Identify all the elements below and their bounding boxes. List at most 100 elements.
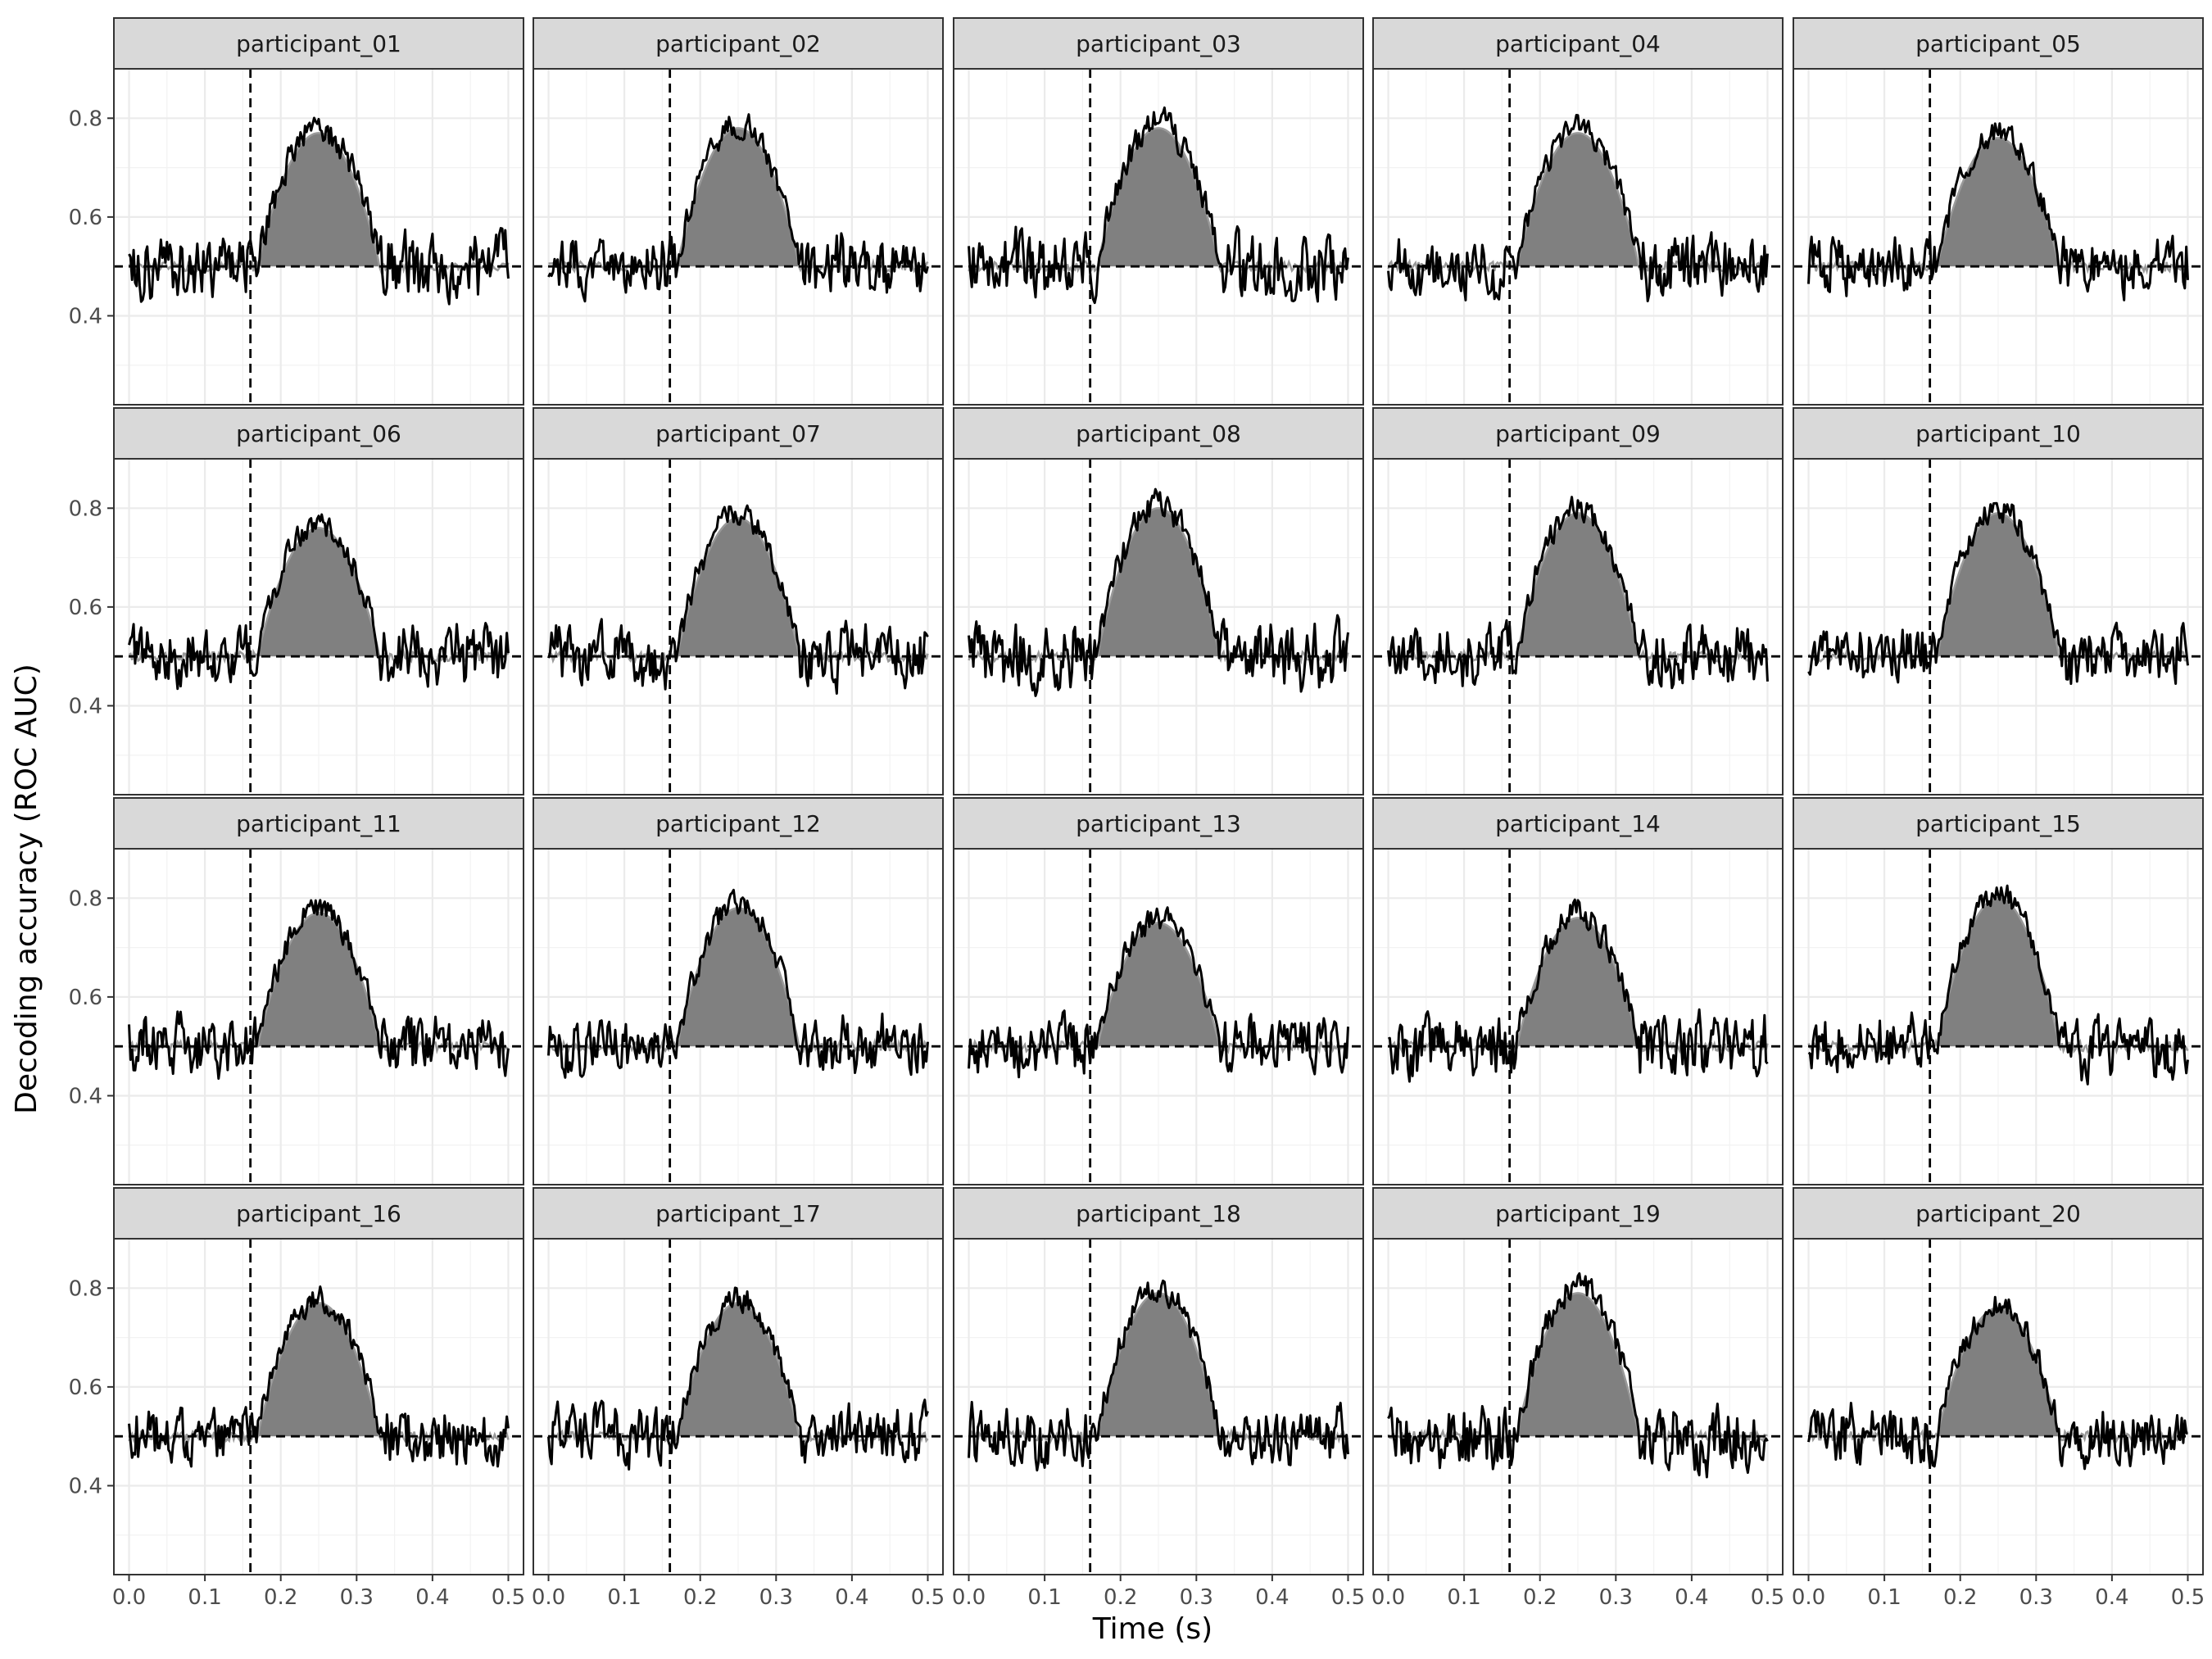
facet-strip (533, 1187, 944, 1240)
y-axis-title: Decoding accuracy (ROC AUC) (10, 664, 43, 1114)
x-tick-label: 0.1 (188, 1585, 221, 1610)
facet-panel-3: participant_03 (953, 17, 1364, 406)
facet-strip-label: participant_09 (1495, 420, 1661, 447)
y-tick-label: 0.8 (69, 496, 102, 521)
facet-strip-label: participant_04 (1495, 30, 1661, 57)
x-tick-label: 0.4 (1255, 1585, 1289, 1610)
facet-strip-label: participant_19 (1495, 1200, 1661, 1227)
facet-strip-label: participant_20 (1915, 1200, 2081, 1227)
observed-line (968, 1279, 1349, 1472)
facet-strip (953, 17, 1364, 70)
x-tick-label: 0.2 (1104, 1585, 1137, 1610)
facet-panel-2: participant_02 (533, 17, 944, 406)
model-fill-area (257, 913, 380, 1047)
facet-strip (1372, 17, 1784, 70)
x-tick-label: 0.2 (264, 1585, 297, 1610)
facet-strip-label: participant_05 (1915, 30, 2081, 57)
y-tick-label: 0.4 (69, 1084, 102, 1108)
model-fill-area (1937, 138, 2060, 267)
x-tick-label: 0.5 (1751, 1585, 1784, 1610)
x-tick-label: 0.2 (1523, 1585, 1557, 1610)
facet-strip (113, 407, 524, 460)
facet-strip-label: participant_17 (655, 1200, 821, 1227)
facet-strip (953, 407, 1364, 460)
model-fill-area (1937, 513, 2060, 657)
model-fill-area (1097, 1293, 1220, 1437)
observed-line (547, 1286, 929, 1471)
model-fill-area (257, 528, 380, 657)
model-fill-area (677, 518, 800, 657)
x-tick-label: 0.2 (1943, 1585, 1977, 1610)
facet-strip-label: participant_01 (236, 30, 401, 57)
y-tick-label: 0.4 (69, 304, 102, 329)
observed-line (128, 116, 510, 306)
observed-line (1807, 1295, 2188, 1471)
y-tick-label: 0.8 (69, 1276, 102, 1301)
model-fill-area (257, 1303, 380, 1437)
facet-strip (1793, 17, 2204, 70)
facet-strip (1793, 797, 2204, 850)
x-tick-label: 0.0 (952, 1585, 986, 1610)
observed-line (1807, 122, 2189, 301)
facet-strip (1372, 407, 1784, 460)
y-tick-label: 0.4 (69, 1474, 102, 1498)
facet-panel-6: participant_06 0.4 0.6 0.8 (69, 407, 524, 796)
facet-panel-11: participant_11 0.4 0.6 0.8 (69, 797, 524, 1185)
facet-strip (1372, 797, 1784, 850)
observed-line (547, 113, 929, 303)
facet-panel-16: participant_16 0.4 0.6 0.8 0.0 0.1 0.2 0.3 0.4 0.… (69, 1187, 525, 1610)
facet-panel-20: participant_20 0.0 0.1 0.2 0.3 0.4 0.5 (1792, 1187, 2205, 1610)
facet-strip-label: participant_15 (1915, 810, 2081, 837)
model-fill-area (1097, 128, 1220, 267)
x-tick-label: 0.3 (1599, 1585, 1633, 1610)
facet-strip-label: participant_10 (1915, 420, 2081, 447)
facet-strip-label: participant_13 (1076, 810, 1241, 837)
model-fill-area (1097, 922, 1220, 1047)
observed-line (1387, 496, 1769, 690)
facet-strip-label: participant_07 (655, 420, 821, 447)
x-tick-label: 0.5 (911, 1585, 945, 1610)
x-tick-label: 0.0 (1792, 1585, 1825, 1610)
facet-panel-5: participant_05 (1793, 17, 2204, 406)
facet-strip-label: participant_08 (1076, 420, 1241, 447)
facet-panel-12: participant_12 (533, 797, 944, 1185)
x-tick-label: 0.4 (1675, 1585, 1708, 1610)
y-tick-label: 0.4 (69, 694, 102, 718)
x-tick-label: 0.5 (2171, 1585, 2205, 1610)
model-fill-area (677, 1303, 800, 1437)
y-tick-label: 0.6 (69, 596, 102, 620)
observed-line (1807, 884, 2189, 1086)
facet-panel-13: participant_13 (953, 797, 1364, 1185)
facet-strip (1793, 407, 2204, 460)
x-tick-label: 0.1 (1867, 1585, 1901, 1610)
x-tick-label: 0.0 (112, 1585, 146, 1610)
model-fill-area (1937, 898, 2060, 1047)
y-tick-label: 0.6 (69, 986, 102, 1010)
facet-strip (533, 407, 944, 460)
facet-strip (1793, 1187, 2204, 1240)
x-axis-title: Time (s) (1092, 1612, 1213, 1646)
y-tick-label: 0.8 (69, 886, 102, 911)
observed-line (1807, 501, 2189, 686)
facet-strip-label: participant_18 (1076, 1200, 1241, 1227)
facet-strip-label: participant_12 (655, 810, 821, 837)
facet-strip (113, 1187, 524, 1240)
facet-strip (533, 797, 944, 850)
facet-strip-label: participant_03 (1076, 30, 1241, 57)
observed-line (968, 906, 1349, 1079)
facet-panel-15: participant_15 (1793, 797, 2204, 1185)
model-fill-area (1097, 508, 1220, 657)
model-fill-area (1516, 918, 1639, 1047)
x-tick-label: 0.1 (607, 1585, 641, 1610)
x-tick-label: 0.3 (2019, 1585, 2053, 1610)
y-tick-label: 0.6 (69, 1376, 102, 1400)
x-tick-label: 0.1 (1027, 1585, 1061, 1610)
x-tick-label: 0.2 (683, 1585, 717, 1610)
facet-strip-label: participant_06 (236, 420, 401, 447)
facet-strip-label: participant_14 (1495, 810, 1661, 837)
model-fill-area (677, 908, 800, 1047)
facet-strip-label: participant_02 (655, 30, 821, 57)
x-tick-label: 0.5 (1331, 1585, 1365, 1610)
